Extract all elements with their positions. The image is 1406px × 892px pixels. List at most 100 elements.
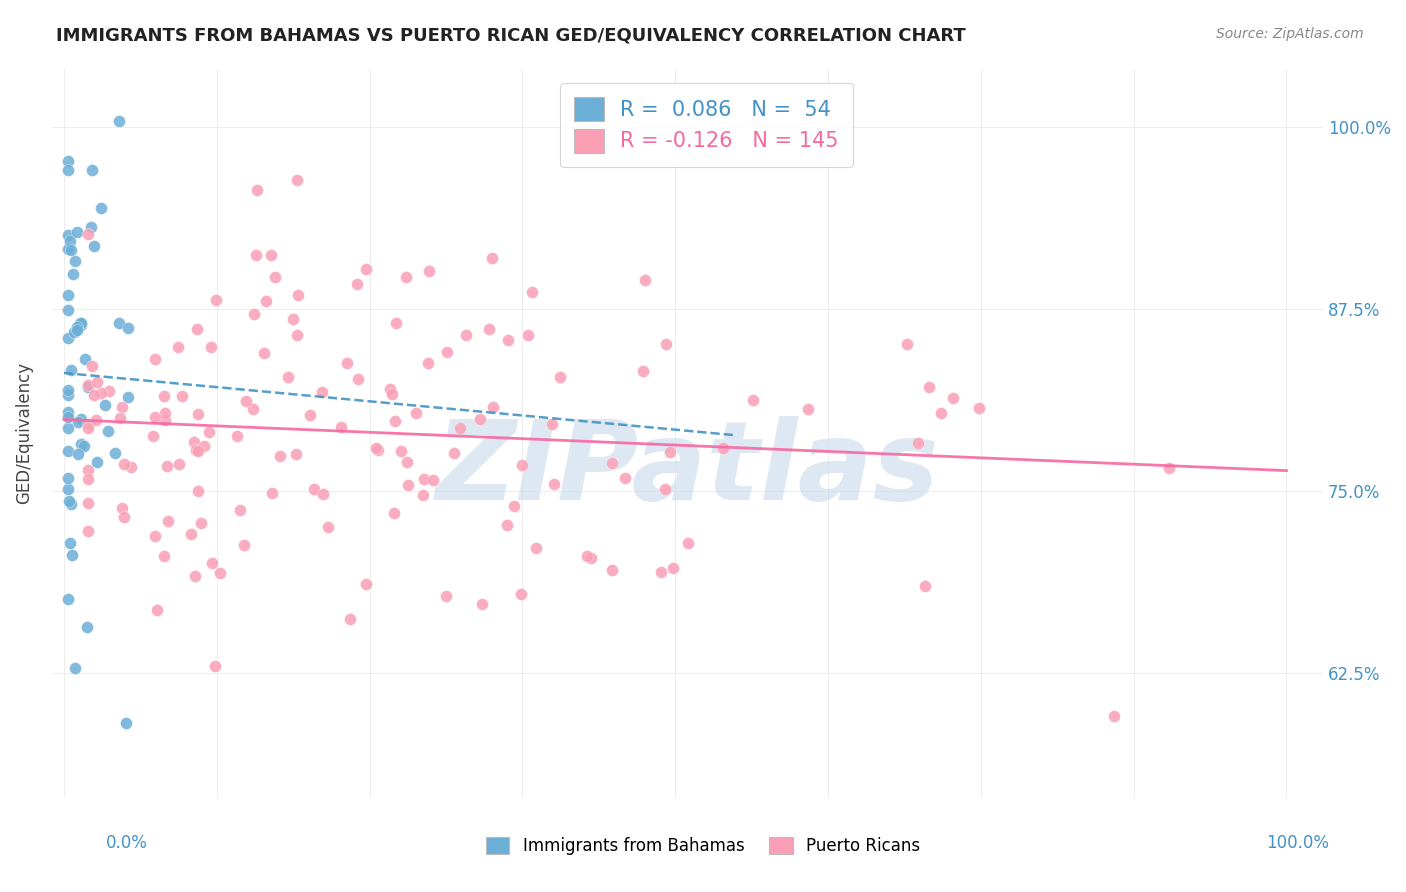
Point	[84, 413, 107, 427]
Point	[329, 420, 352, 434]
Point	[63, 325, 86, 339]
Point	[228, 503, 250, 517]
Point	[443, 445, 465, 459]
Point	[56, 383, 79, 397]
Point	[942, 391, 965, 405]
Point	[65, 319, 87, 334]
Point	[70, 316, 93, 330]
Point	[62, 267, 84, 281]
Point	[77, 496, 100, 510]
Point	[346, 277, 368, 291]
Point	[245, 248, 267, 262]
Point	[299, 409, 322, 423]
Point	[510, 586, 533, 600]
Point	[143, 410, 166, 425]
Point	[56, 243, 79, 257]
Point	[201, 557, 224, 571]
Point	[384, 414, 406, 428]
Point	[654, 483, 676, 497]
Point	[186, 443, 208, 458]
Point	[896, 336, 918, 351]
Text: 100.0%: 100.0%	[1265, 834, 1329, 852]
Point	[711, 442, 734, 456]
Point	[66, 225, 89, 239]
Point	[405, 406, 427, 420]
Point	[187, 443, 209, 458]
Point	[59, 243, 82, 257]
Point	[548, 370, 571, 384]
Point	[318, 520, 340, 534]
Point	[56, 388, 79, 402]
Point	[167, 340, 190, 354]
Point	[510, 458, 533, 472]
Point	[456, 327, 478, 342]
Point	[60, 548, 83, 562]
Point	[931, 405, 953, 419]
Point	[69, 318, 91, 333]
Point	[678, 536, 700, 550]
Point	[153, 407, 176, 421]
Point	[389, 443, 412, 458]
Point	[742, 393, 765, 408]
Point	[600, 563, 623, 577]
Point	[94, 399, 117, 413]
Point	[471, 597, 494, 611]
Point	[142, 429, 165, 443]
Point	[395, 270, 418, 285]
Point	[108, 410, 131, 425]
Point	[58, 493, 80, 508]
Point	[187, 407, 209, 421]
Text: ZIPatlas: ZIPatlas	[436, 416, 939, 523]
Point	[56, 421, 79, 435]
Point	[56, 409, 79, 424]
Point	[347, 372, 370, 386]
Point	[143, 351, 166, 366]
Point	[82, 163, 104, 178]
Point	[56, 163, 79, 178]
Point	[434, 589, 457, 603]
Point	[650, 565, 672, 579]
Point	[796, 402, 818, 417]
Point	[543, 476, 565, 491]
Point	[205, 293, 228, 308]
Point	[59, 497, 82, 511]
Point	[283, 311, 305, 326]
Point	[112, 457, 135, 471]
Point	[156, 458, 179, 473]
Point	[914, 579, 936, 593]
Point	[260, 486, 283, 500]
Point	[56, 404, 79, 418]
Point	[153, 549, 176, 563]
Point	[967, 401, 990, 415]
Point	[277, 369, 299, 384]
Point	[496, 518, 519, 533]
Point	[253, 346, 276, 360]
Point	[66, 416, 89, 430]
Point	[120, 459, 142, 474]
Point	[90, 201, 112, 215]
Point	[339, 612, 361, 626]
Point	[412, 488, 434, 502]
Point	[385, 316, 408, 330]
Point	[86, 455, 108, 469]
Point	[204, 659, 226, 673]
Point	[59, 234, 82, 248]
Point	[117, 320, 139, 334]
Point	[575, 549, 598, 564]
Point	[146, 603, 169, 617]
Point	[200, 340, 222, 354]
Point	[186, 321, 208, 335]
Point	[59, 536, 82, 550]
Point	[659, 445, 682, 459]
Point	[354, 261, 377, 276]
Point	[478, 321, 501, 335]
Point	[86, 376, 108, 390]
Point	[77, 227, 100, 242]
Point	[77, 524, 100, 538]
Point	[907, 435, 929, 450]
Point	[336, 356, 359, 370]
Point	[496, 333, 519, 347]
Point	[522, 285, 544, 300]
Point	[208, 566, 231, 580]
Point	[63, 254, 86, 268]
